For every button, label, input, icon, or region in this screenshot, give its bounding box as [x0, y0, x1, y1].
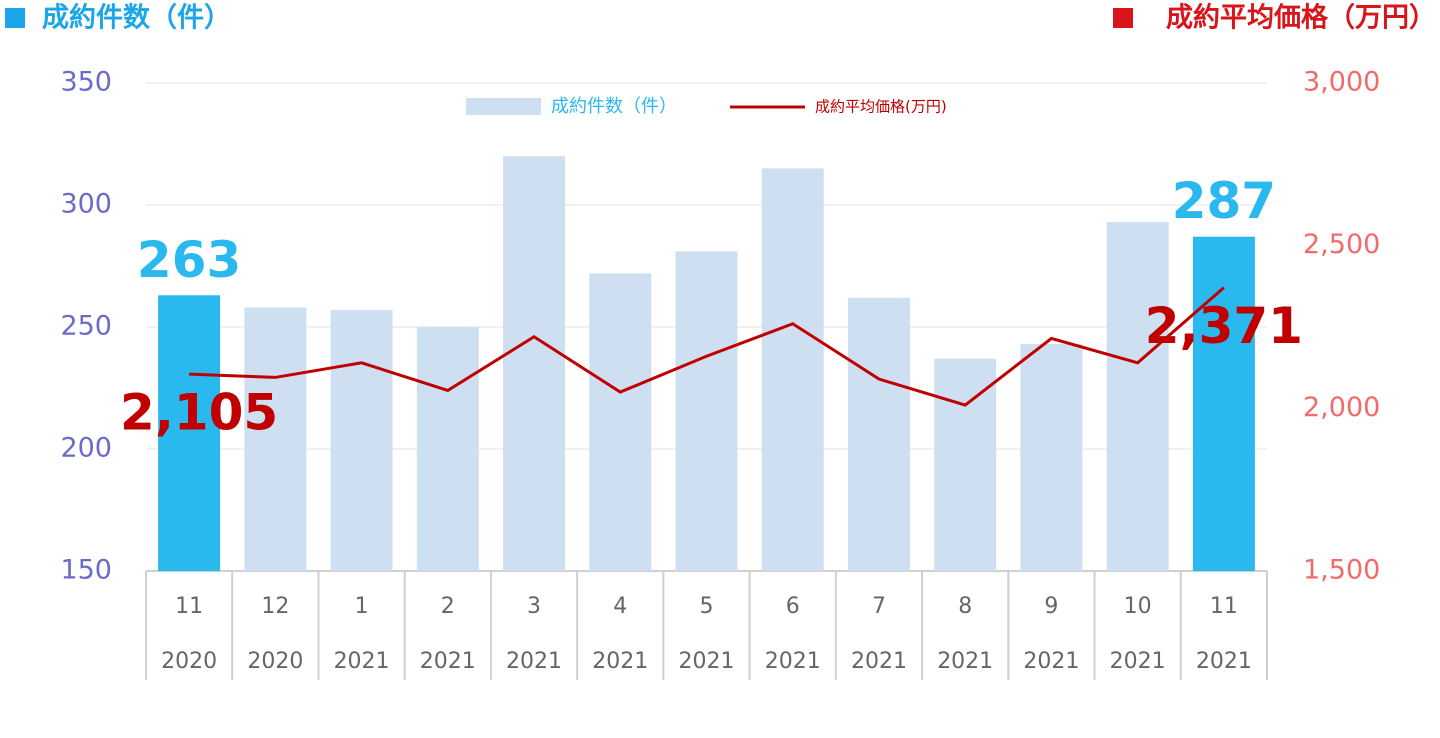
- x-tick-label: 10: [1124, 594, 1152, 619]
- x-tick-year: 2020: [247, 649, 303, 674]
- x-tick-year: 2021: [1196, 649, 1252, 674]
- y-tick-label: 300: [60, 189, 112, 220]
- x-tick-year: 2021: [851, 649, 907, 674]
- x-tick-year: 2021: [420, 649, 476, 674]
- y-tick-label: 350: [60, 67, 112, 98]
- x-tick-label: 11: [1210, 594, 1238, 619]
- y-tick-label: 250: [60, 311, 112, 342]
- x-tick-label: 4: [613, 594, 627, 619]
- legend-label: 成約件数（件）: [551, 96, 677, 117]
- bar: [1192, 236, 1255, 571]
- x-tick-label: 3: [527, 594, 541, 619]
- x-tick-label: 11: [175, 594, 203, 619]
- x-tick-year: 2021: [334, 649, 390, 674]
- bar: [675, 251, 738, 572]
- bar: [589, 273, 652, 571]
- bar: [503, 156, 566, 571]
- y2-tick-label: 2,500: [1303, 229, 1380, 260]
- bar: [847, 297, 910, 571]
- x-tick-year: 2021: [765, 649, 821, 674]
- data-label: 2,371: [1145, 297, 1303, 355]
- x-tick-year: 2021: [592, 649, 648, 674]
- bar: [934, 358, 997, 571]
- bar: [158, 295, 221, 571]
- x-tick-label: 12: [261, 594, 289, 619]
- y-tick-label: 200: [60, 433, 112, 464]
- y2-tick-label: 1,500: [1303, 555, 1380, 586]
- line: [189, 286, 1225, 407]
- x-tick-year: 2021: [679, 649, 735, 674]
- x-tick-label: 7: [872, 594, 886, 619]
- legend-swatch: [466, 98, 541, 115]
- x-tick-label: 5: [700, 594, 714, 619]
- x-tick-year: 2021: [1023, 649, 1079, 674]
- y-tick-label: 150: [60, 555, 112, 586]
- x-tick-label: 8: [958, 594, 972, 619]
- x-tick-label: 2: [441, 594, 455, 619]
- y-label-square: [5, 8, 25, 28]
- x-tick-year: 2020: [161, 649, 217, 674]
- bar: [416, 327, 479, 571]
- x-tick-year: 2021: [506, 649, 562, 674]
- x-tick-year: 2021: [937, 649, 993, 674]
- y-axis-title: 成約件数（件）: [42, 2, 231, 34]
- bar: [244, 307, 307, 571]
- y2-label-square: [1113, 8, 1133, 28]
- bar: [1106, 222, 1169, 571]
- bar: [1020, 344, 1083, 571]
- y2-tick-label: 3,000: [1303, 67, 1380, 98]
- data-label: 287: [1172, 172, 1276, 230]
- legend-label: 成約平均価格(万円): [815, 98, 947, 116]
- data-label: 2,105: [120, 384, 278, 442]
- y2-axis-title: 成約平均価格（万円）: [1166, 2, 1436, 34]
- x-tick-label: 1: [355, 594, 369, 619]
- bar: [330, 309, 393, 571]
- bar: [761, 168, 824, 571]
- x-tick-year: 2021: [1110, 649, 1166, 674]
- data-label: 263: [137, 231, 241, 289]
- x-tick-label: 9: [1044, 594, 1058, 619]
- x-tick-label: 6: [786, 594, 800, 619]
- y2-tick-label: 2,000: [1303, 392, 1380, 423]
